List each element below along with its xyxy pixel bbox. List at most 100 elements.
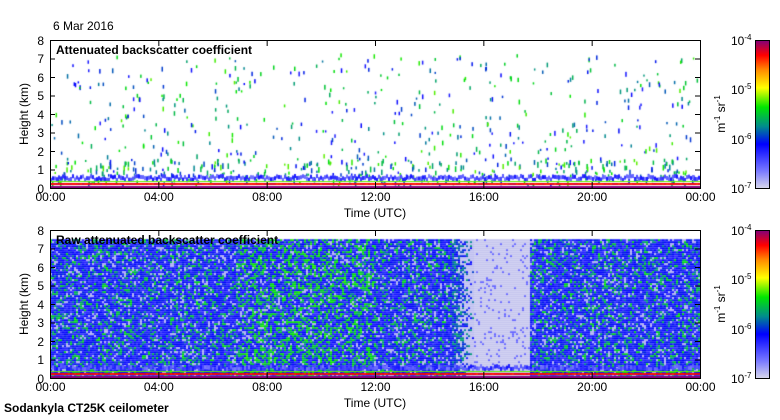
colorbar-swatch	[755, 286, 769, 288]
colorbar-swatch	[755, 330, 769, 332]
colorbar-swatch	[755, 300, 769, 302]
y-tick-label: 3	[37, 316, 44, 330]
colorbar-swatch	[755, 241, 769, 243]
colorbar-swatch	[755, 238, 769, 240]
colorbar-swatch	[755, 231, 769, 233]
colorbar-swatch	[755, 313, 769, 315]
colorbar-swatch	[755, 327, 769, 329]
colorbar-swatch	[755, 65, 769, 67]
colorbar-swatch	[755, 96, 769, 98]
colorbar-swatch	[755, 261, 769, 263]
colorbar-swatch	[755, 264, 769, 266]
colorbar-swatch	[755, 249, 769, 251]
colorbar-swatch	[755, 185, 769, 187]
colorbar-swatch	[755, 181, 769, 183]
colorbar-swatch	[755, 294, 769, 296]
colorbar-swatch	[755, 289, 769, 291]
colorbar-tick-exponent: -6	[744, 131, 752, 141]
colorbar-swatch	[755, 51, 769, 53]
colorbar-swatch	[755, 355, 769, 357]
colorbar-swatch	[755, 325, 769, 327]
y-tick-label: 6	[37, 70, 44, 85]
colorbar-swatch	[755, 58, 769, 60]
colorbar-swatch	[755, 126, 769, 128]
colorbar-swatch	[755, 346, 769, 348]
colorbar-swatch	[755, 81, 769, 83]
colorbar-tick-base: 10	[731, 322, 745, 337]
colorbar-swatch	[755, 277, 769, 279]
colorbar-swatch	[755, 163, 769, 165]
colorbar-swatch	[755, 304, 769, 306]
x-tick-label: 04:00	[143, 190, 174, 204]
colorbar-swatch	[755, 263, 769, 265]
colorbar-swatch	[755, 335, 769, 337]
colorbar-swatch	[755, 357, 769, 359]
colorbar-swatch	[755, 90, 769, 92]
colorbar-swatch	[755, 347, 769, 349]
colorbar-swatch	[755, 128, 769, 130]
x-tick-label: 16:00	[468, 380, 499, 394]
colorbar-tick-base: 10	[731, 132, 745, 147]
colorbar-swatch	[755, 109, 769, 111]
colorbar-tick-label: 10-7	[731, 371, 752, 387]
colorbar-swatch	[755, 74, 769, 76]
x-tick-label: 00:00	[35, 380, 66, 394]
colorbar-swatch	[755, 320, 769, 322]
x-tick-label: 12:00	[360, 380, 391, 394]
colorbar-swatch	[755, 266, 769, 268]
colorbar-swatch	[755, 147, 769, 149]
colorbar-swatch	[755, 367, 769, 369]
colorbar-swatch	[755, 258, 769, 260]
colorbar-swatch	[755, 55, 769, 57]
colorbar-swatch	[755, 59, 769, 61]
colorbar-swatch	[755, 298, 769, 300]
colorbar-swatch	[755, 251, 769, 253]
colorbar-swatch	[755, 348, 769, 350]
colorbar-swatch	[755, 114, 769, 116]
colorbar-swatch	[755, 141, 769, 143]
x-tick-label: 16:00	[468, 190, 499, 204]
colorbar-tick-label: 10-7	[731, 182, 751, 197]
y-tick-label: 8	[37, 33, 44, 48]
colorbar-swatch	[755, 154, 769, 156]
colorbar-swatch	[755, 66, 769, 68]
colorbar-swatch	[755, 337, 769, 339]
colorbar-tick-base: 10	[731, 83, 745, 98]
colorbar-swatch	[755, 275, 769, 277]
colorbar-tick-exponent: -7	[744, 371, 752, 380]
colorbar-swatch	[755, 170, 769, 172]
colorbar-swatch	[755, 184, 769, 186]
colorbar-swatch	[755, 359, 769, 361]
colorbar-swatch	[755, 61, 769, 63]
colorbar-tick-base: 10	[731, 372, 745, 386]
colorbar-swatch	[755, 116, 769, 118]
y-tick-label: 2	[37, 144, 44, 159]
colorbar-swatch	[755, 332, 769, 334]
colorbar-swatch	[755, 130, 769, 132]
colorbar-swatch	[755, 97, 769, 99]
colorbar-swatch	[755, 306, 769, 308]
colorbar-swatch	[755, 293, 769, 295]
colorbar-swatch	[755, 63, 769, 65]
colorbar-swatch	[755, 268, 769, 270]
colorbar-swatch	[755, 133, 769, 135]
x-axis-label: Time (UTC)	[343, 206, 407, 220]
y-tick-label: 6	[37, 260, 44, 275]
colorbar-swatch	[755, 322, 769, 324]
colorbar-swatch	[755, 371, 769, 373]
colorbar-swatch	[755, 180, 769, 182]
colorbar-swatch	[755, 142, 769, 144]
heatmap-canvas	[50, 40, 700, 188]
colorbar-swatch	[755, 349, 769, 351]
colorbar-swatch	[755, 342, 769, 344]
colorbar-swatch	[755, 377, 769, 379]
colorbar-swatch	[755, 369, 769, 371]
y-tick-label: 8	[37, 223, 44, 238]
colorbar-swatch	[755, 104, 769, 106]
x-axis-label: Time (UTC)	[343, 396, 407, 410]
colorbar-tick-label: 10-5	[731, 83, 751, 98]
colorbar-swatch	[755, 284, 769, 286]
colorbar-swatch	[755, 253, 769, 255]
colorbar-swatch	[755, 160, 769, 162]
